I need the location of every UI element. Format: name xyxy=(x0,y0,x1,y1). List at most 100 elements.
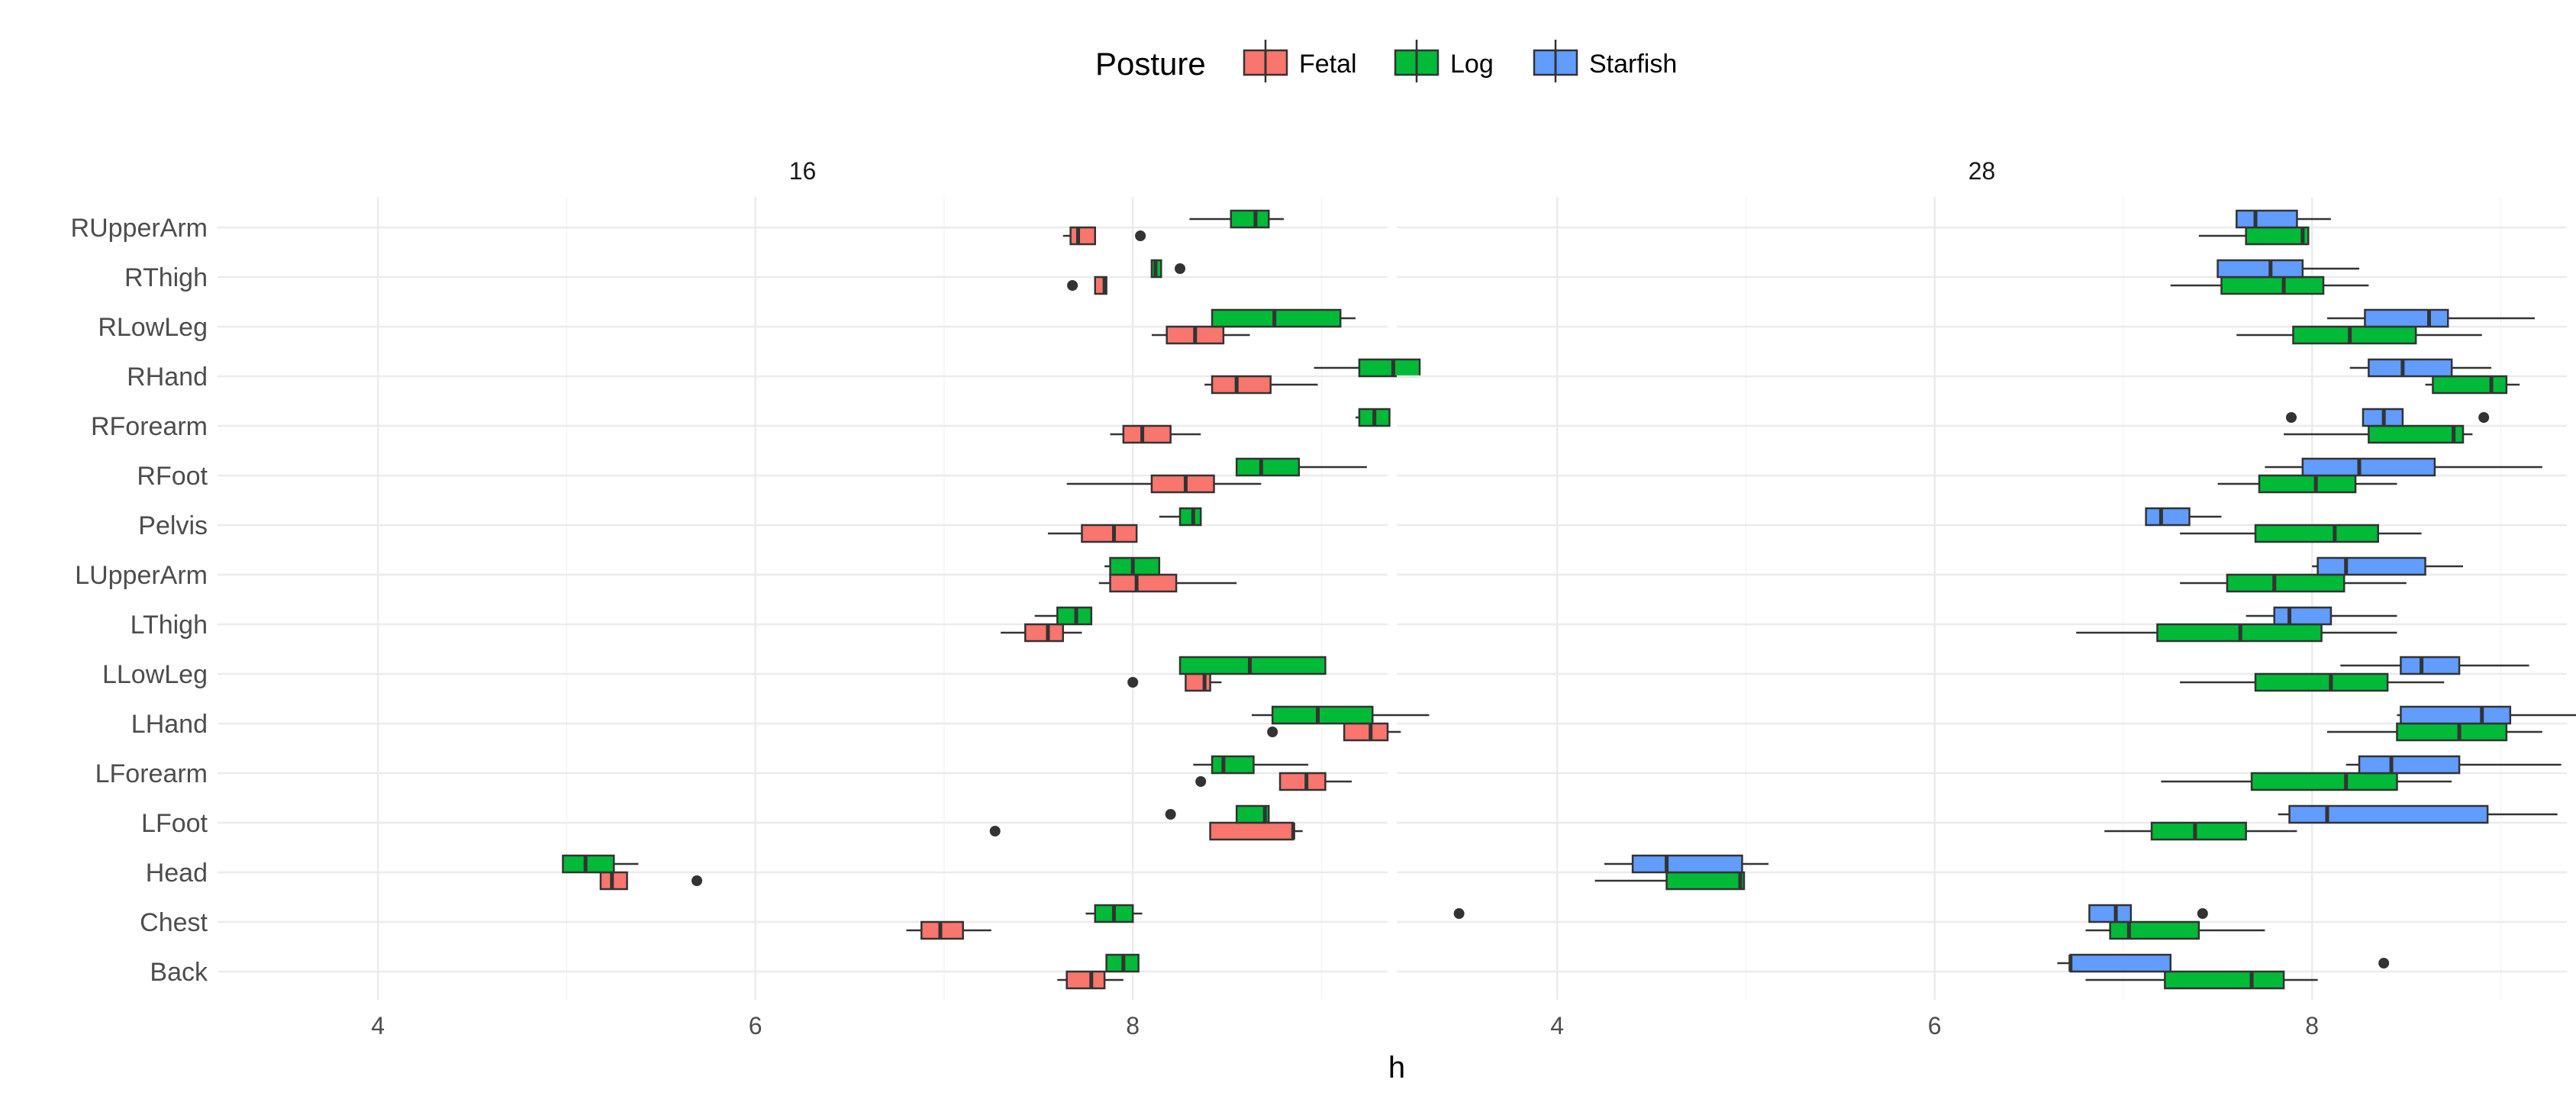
y-tick-label: RThigh xyxy=(124,263,208,292)
outlier-point xyxy=(1175,263,1186,274)
box-Pelvis-starfish xyxy=(2145,507,2222,527)
y-tick-label: LUpperArm xyxy=(75,561,208,590)
box-Back-starfish xyxy=(2057,953,2390,973)
y-tick-label: Pelvis xyxy=(138,511,208,540)
box-LLowLeg-starfish xyxy=(2340,656,2529,675)
box-RForearm-log xyxy=(1355,408,1391,427)
box-LLowLeg-log xyxy=(2180,672,2445,692)
box-body xyxy=(2368,358,2453,378)
box-Pelvis-fetal xyxy=(1047,524,1138,543)
box-RHand-starfish xyxy=(2349,358,2492,378)
box-body xyxy=(2164,970,2285,990)
box-RUpperArm-log xyxy=(1189,209,1285,229)
y-tick-label: RFoot xyxy=(137,462,208,491)
box-LHand-log xyxy=(1251,705,1430,725)
box-body xyxy=(1211,375,1272,395)
outlier-point xyxy=(989,826,1001,836)
box-body xyxy=(2245,226,2310,246)
box-Pelvis-log xyxy=(1159,507,1202,527)
legend: Posture Fetal Log Starfish xyxy=(1095,40,1677,82)
box-body xyxy=(2358,755,2461,775)
box-RForearm-fetal xyxy=(1110,424,1201,444)
box-body xyxy=(2217,259,2304,279)
outlier-point xyxy=(2197,908,2208,919)
outlier-point xyxy=(1195,776,1207,787)
box-body xyxy=(1109,573,1178,593)
box-RThigh-starfish xyxy=(2217,259,2360,279)
box-RHand-log xyxy=(1314,358,1421,378)
box-RUpperArm-fetal xyxy=(1062,226,1146,246)
box-body xyxy=(2145,507,2191,527)
box-body xyxy=(2368,424,2465,444)
box-LLowLeg-fetal xyxy=(1127,672,1222,692)
box-body xyxy=(1178,507,1202,527)
box-body xyxy=(1209,821,1294,841)
box-body xyxy=(1178,656,1327,675)
box-body xyxy=(1278,772,1327,791)
box-RHand-fetal xyxy=(1204,375,1318,395)
box-Chest-log xyxy=(1085,904,1143,923)
box-body xyxy=(2288,804,2489,824)
box-body xyxy=(1271,705,1374,725)
box-body xyxy=(1069,226,1096,246)
box-RThigh-fetal xyxy=(1067,276,1107,295)
panel-title: 28 xyxy=(1968,157,1996,185)
y-tick-label: RHand xyxy=(127,363,208,392)
outlier-point xyxy=(1453,908,1465,919)
outlier-point xyxy=(692,875,703,886)
box-Chest-starfish xyxy=(1453,904,2208,923)
box-LFoot-log xyxy=(1165,804,1270,824)
outlier-point xyxy=(1127,677,1139,688)
box-RFoot-log xyxy=(1235,457,1367,477)
box-body xyxy=(2109,920,2200,940)
box-body xyxy=(2396,722,2508,742)
box-body xyxy=(2316,556,2426,576)
box-Back-fetal xyxy=(1057,970,1124,990)
x-tick-label: 4 xyxy=(1550,1012,1564,1039)
panel-title: 16 xyxy=(789,157,817,185)
box-Head-log xyxy=(1594,871,1746,891)
box-RFoot-log xyxy=(2217,474,2397,494)
box-RUpperArm-starfish xyxy=(2236,209,2331,229)
panel-16: 16 4 6 8 xyxy=(218,157,1430,1039)
box-RHand-log xyxy=(2425,375,2520,395)
y-tick-label: LFoot xyxy=(141,809,208,838)
legend-label-fetal: Fetal xyxy=(1299,50,1357,79)
box-body xyxy=(562,854,615,874)
box-body xyxy=(1081,524,1138,543)
box-Back-log xyxy=(1105,953,1140,973)
box-body xyxy=(2292,325,2417,345)
x-tick-label: 8 xyxy=(2305,1012,2319,1039)
box-LThigh-fetal xyxy=(1001,623,1082,643)
box-Head-starfish xyxy=(1604,854,1769,874)
y-tick-label: RUpperArm xyxy=(71,214,208,243)
box-LLowLeg-log xyxy=(1178,656,1327,675)
box-LThigh-log xyxy=(1034,606,1093,626)
box-LHand-starfish xyxy=(2397,705,2576,725)
y-tick-label: Head xyxy=(146,859,208,888)
box-body xyxy=(1185,672,1211,692)
box-body xyxy=(1150,474,1215,494)
x-tick-label: 6 xyxy=(749,1012,762,1039)
box-RForearm-starfish xyxy=(2286,408,2490,427)
legend-label-starfish: Starfish xyxy=(1589,50,1677,79)
box-LUpperArm-fetal xyxy=(1098,573,1237,593)
y-tick-label: LForearm xyxy=(95,759,208,788)
box-body xyxy=(2254,524,2379,543)
x-tick-label: 4 xyxy=(371,1012,385,1039)
box-LForearm-log xyxy=(2161,772,2452,791)
y-tick-label: RLowLeg xyxy=(98,313,208,342)
box-LUpperArm-starfish xyxy=(2312,556,2464,576)
box-RLowLeg-log xyxy=(1211,308,1356,328)
legend-key-fetal: Fetal xyxy=(1243,40,1357,82)
legend-key-log: Log xyxy=(1394,40,1494,82)
box-body xyxy=(2364,308,2449,328)
outlier-point xyxy=(2286,412,2297,423)
box-LUpperArm-log xyxy=(1104,556,1161,576)
gridlines xyxy=(218,197,1388,1000)
box-body xyxy=(1358,358,1421,378)
box-Pelvis-log xyxy=(2180,524,2422,543)
box-body xyxy=(2236,209,2298,229)
box-body xyxy=(2220,276,2325,295)
